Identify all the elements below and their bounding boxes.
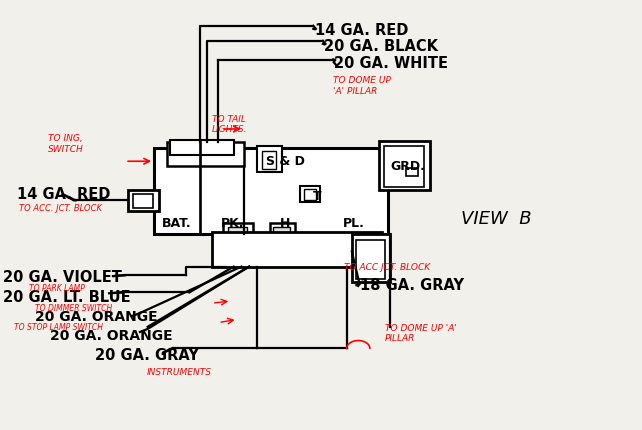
Text: INSTRUMENTS: INSTRUMENTS bbox=[146, 369, 211, 377]
Bar bbox=[154, 148, 388, 234]
Text: 20 GA. ORANGE: 20 GA. ORANGE bbox=[50, 329, 173, 343]
Text: 14 GA. RED: 14 GA. RED bbox=[315, 23, 408, 37]
Text: 20 GA. GRAY: 20 GA. GRAY bbox=[95, 348, 199, 363]
Text: 20 GA. VIOLET: 20 GA. VIOLET bbox=[3, 270, 122, 285]
Text: 14 GA. RED: 14 GA. RED bbox=[17, 187, 110, 202]
Text: T: T bbox=[313, 190, 321, 203]
Text: TO PARK LAMP: TO PARK LAMP bbox=[29, 285, 85, 293]
Text: BAT.: BAT. bbox=[162, 217, 191, 230]
Bar bbox=[304, 189, 316, 200]
Bar bbox=[379, 141, 430, 190]
Bar bbox=[273, 227, 290, 242]
Bar bbox=[356, 240, 385, 279]
Text: TO ACC JCT. BLOCK: TO ACC JCT. BLOCK bbox=[344, 263, 430, 272]
Text: 20 GA. LT. BLUE: 20 GA. LT. BLUE bbox=[3, 290, 131, 305]
Text: 20 GA. BLACK: 20 GA. BLACK bbox=[324, 39, 438, 54]
Text: TO STOP LAMP SWITCH: TO STOP LAMP SWITCH bbox=[14, 323, 103, 332]
Text: H: H bbox=[280, 217, 290, 230]
Text: PL.: PL. bbox=[343, 217, 365, 230]
Bar bbox=[406, 168, 418, 176]
Text: PK.: PK. bbox=[221, 217, 245, 230]
Text: TO ING,
SWITCH: TO ING, SWITCH bbox=[48, 134, 84, 154]
Bar bbox=[223, 223, 253, 244]
Bar bbox=[167, 142, 244, 166]
Bar bbox=[170, 140, 234, 155]
Bar bbox=[228, 227, 247, 242]
Text: 20 GA. WHITE: 20 GA. WHITE bbox=[334, 56, 448, 71]
Text: VIEW  B: VIEW B bbox=[461, 210, 532, 228]
Text: 20 GA. ORANGE: 20 GA. ORANGE bbox=[35, 310, 158, 324]
Bar bbox=[352, 234, 390, 282]
Bar bbox=[133, 194, 153, 208]
Text: TO TAIL
LIGHTS.: TO TAIL LIGHTS. bbox=[212, 115, 247, 135]
Bar bbox=[300, 186, 320, 202]
Bar bbox=[128, 190, 159, 211]
Bar bbox=[384, 146, 424, 187]
Text: TO DOME UP 'A'
PILLAR: TO DOME UP 'A' PILLAR bbox=[385, 323, 457, 343]
Bar bbox=[257, 146, 282, 172]
Bar bbox=[212, 232, 382, 267]
Text: TO ACC. JCT. BLOCK: TO ACC. JCT. BLOCK bbox=[19, 204, 102, 212]
Text: GRD.: GRD. bbox=[390, 160, 425, 173]
Text: TO DOME UP
'A' PILLAR: TO DOME UP 'A' PILLAR bbox=[333, 76, 390, 96]
Text: S & D: S & D bbox=[266, 155, 306, 168]
Bar bbox=[270, 223, 295, 244]
Text: 18 GA. GRAY: 18 GA. GRAY bbox=[360, 279, 464, 293]
Text: TO DIMMER SWITCH: TO DIMMER SWITCH bbox=[35, 304, 112, 313]
Bar bbox=[262, 151, 276, 169]
